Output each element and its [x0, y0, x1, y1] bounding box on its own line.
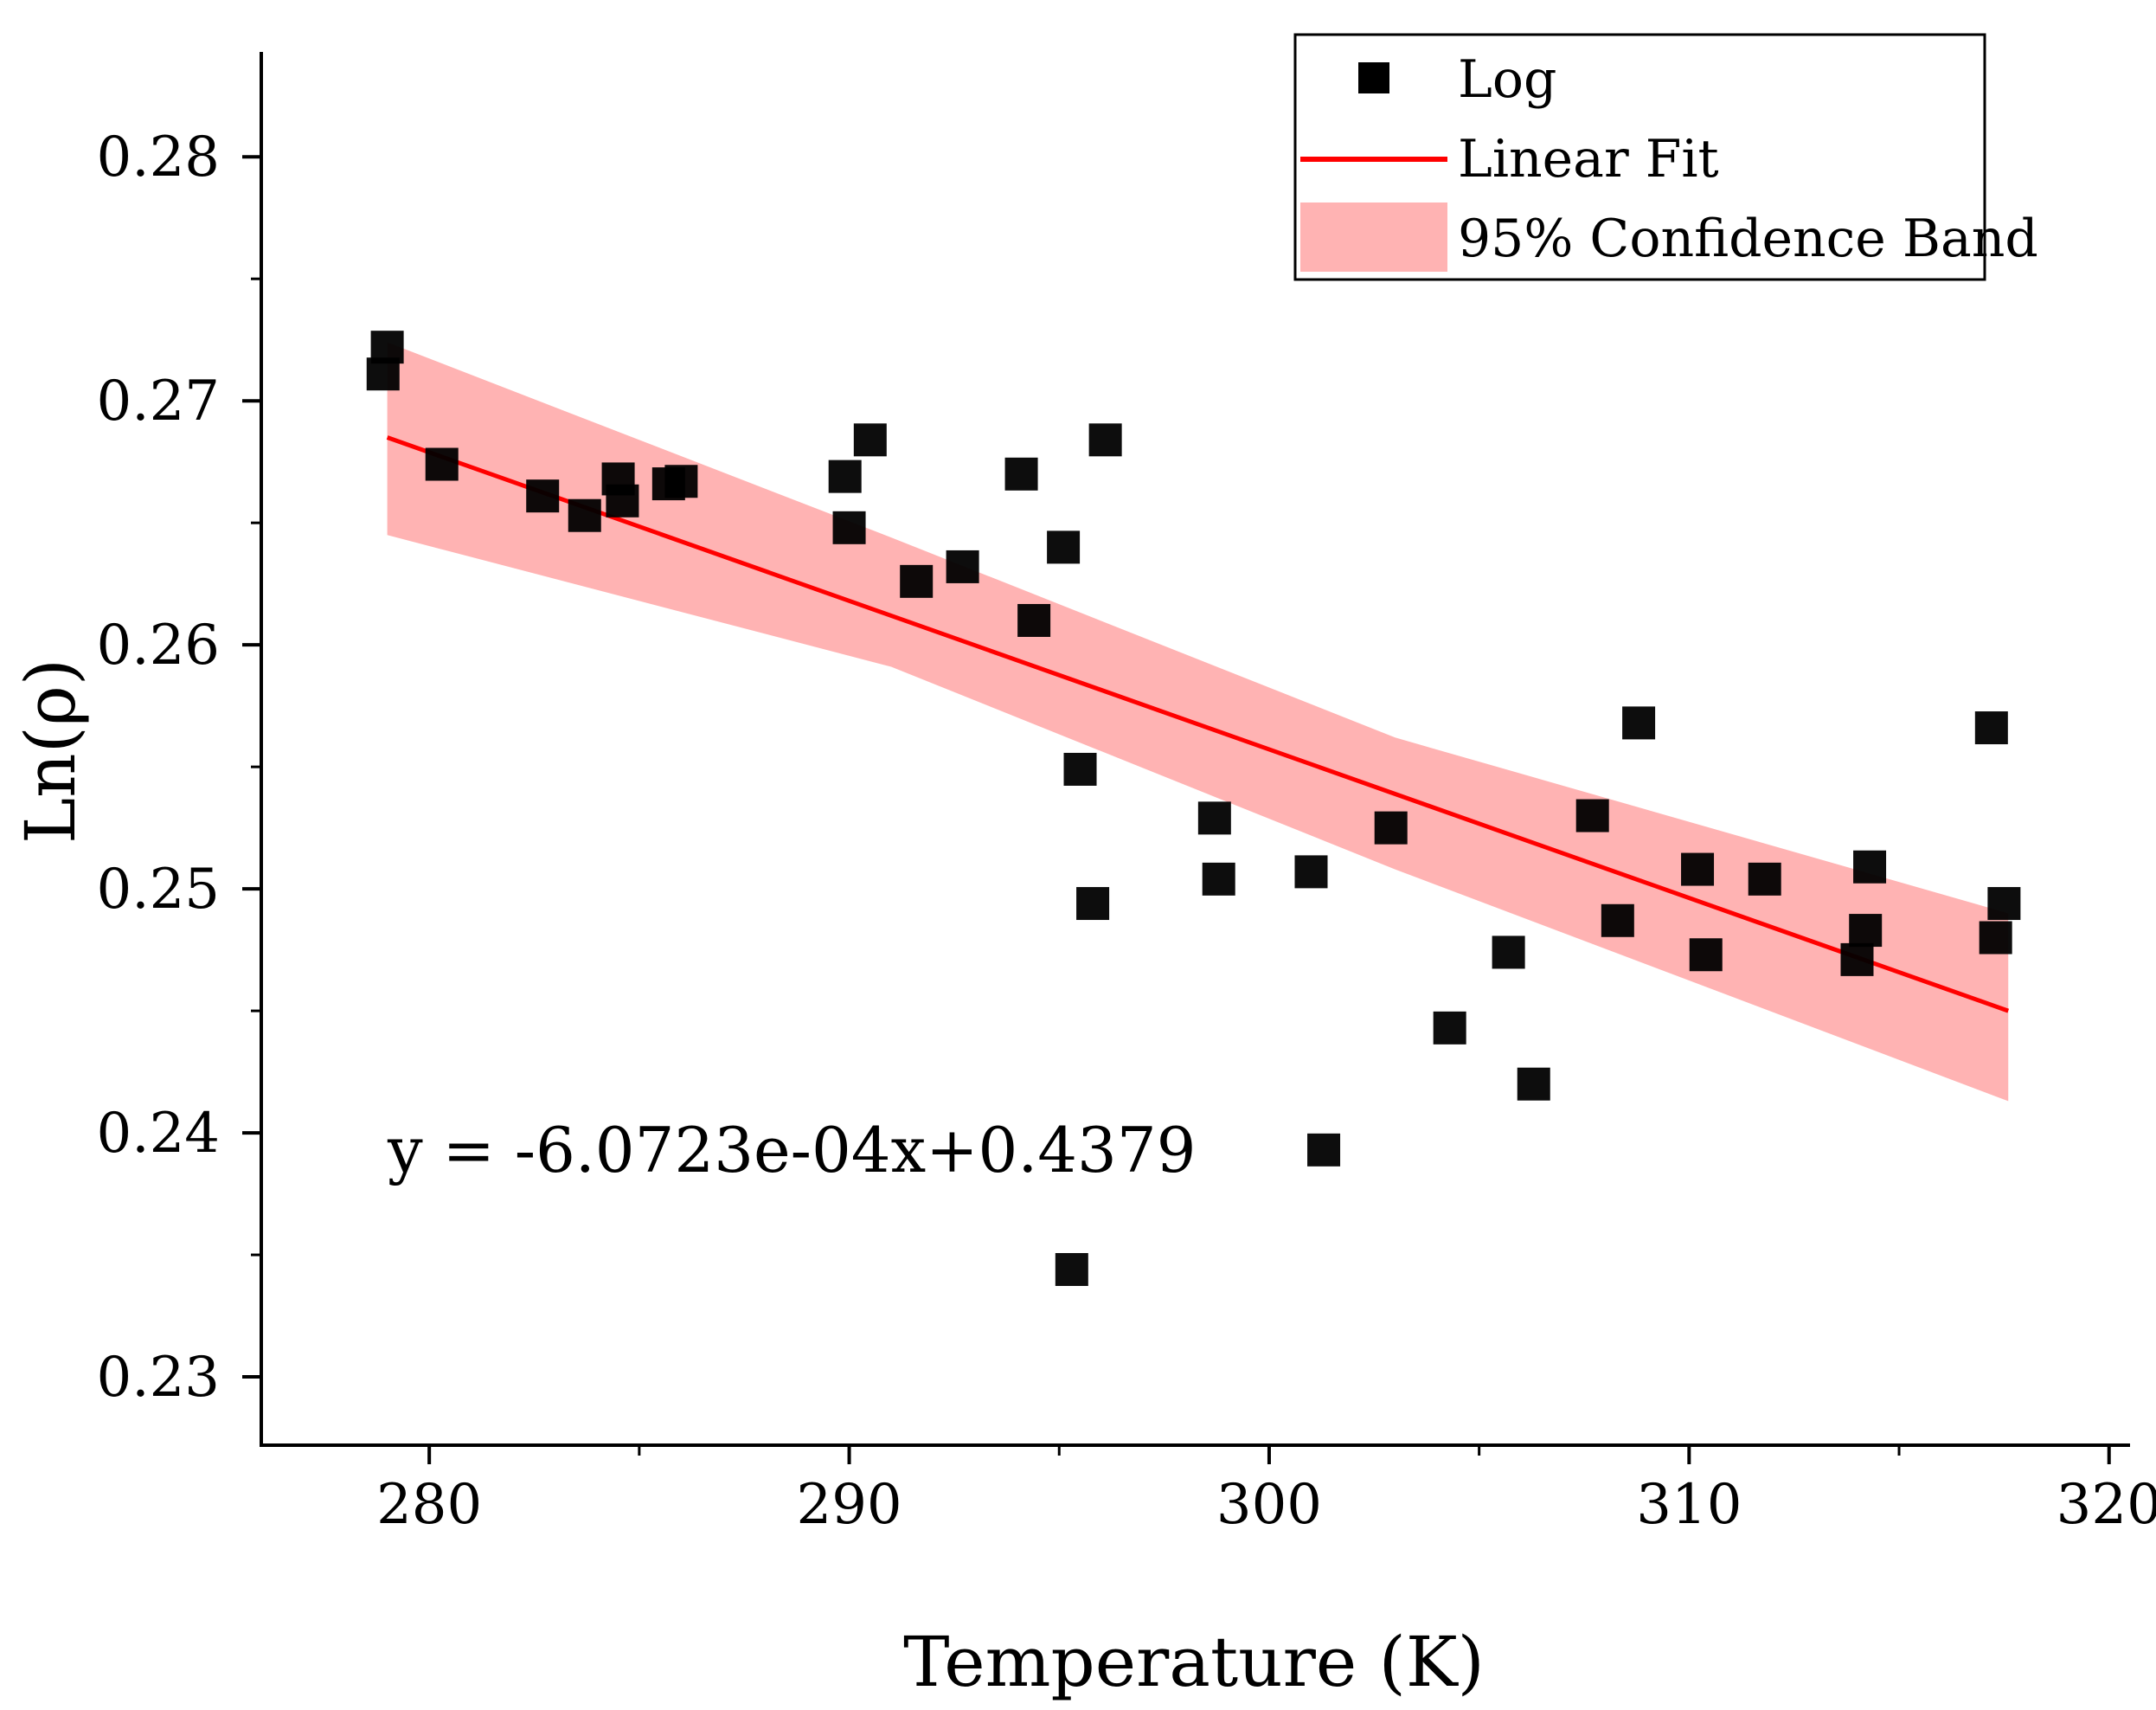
fit-line-layer — [386, 435, 2010, 1013]
data-point — [1601, 903, 1634, 937]
axes — [260, 52, 2130, 1447]
legend-log-marker — [1358, 62, 1389, 93]
data-point — [526, 479, 560, 513]
data-point — [1492, 935, 1525, 969]
legend-fit-label: Linear Fit — [1458, 129, 1719, 190]
confidence-band-layer — [387, 342, 2009, 1102]
data-point — [900, 564, 934, 598]
data-point — [1307, 1133, 1341, 1167]
legend-log-label: Log — [1458, 49, 1556, 110]
data-point — [1840, 942, 1874, 976]
legend-band-label: 95% Confidence Band — [1458, 209, 2038, 269]
data-point — [1622, 706, 1656, 740]
data-point — [828, 460, 862, 493]
x-tick-label: 280 — [376, 1473, 482, 1537]
y-tick-label: 0.27 — [97, 370, 221, 434]
data-point — [1017, 603, 1051, 637]
data-point — [832, 511, 866, 544]
data-point — [1063, 752, 1097, 786]
data-point — [1987, 887, 2021, 921]
y-tick-label: 0.23 — [97, 1346, 221, 1410]
x-tick-label: 300 — [1216, 1473, 1322, 1537]
data-point — [1575, 799, 1609, 832]
data-point — [853, 423, 887, 457]
linear-fit-line — [386, 435, 2010, 1013]
data-point — [1088, 423, 1122, 457]
y-tick-label: 0.25 — [97, 858, 221, 922]
data-point — [366, 357, 400, 391]
y-axis-title: Ln(ρ) — [10, 659, 91, 844]
y-axis-ticks: 0.23 0.24 0.25 0.26 0.27 0.28 — [97, 125, 261, 1410]
data-point — [1979, 921, 2012, 955]
data-point — [425, 447, 459, 481]
data-point — [1047, 530, 1081, 564]
data-point — [1681, 852, 1715, 886]
data-point — [1853, 850, 1887, 884]
data-point — [1433, 1011, 1466, 1045]
y-tick-label: 0.28 — [97, 125, 221, 190]
data-point — [1202, 862, 1235, 896]
data-point — [1849, 914, 1883, 948]
x-axis-ticks: 280 290 300 310 320 — [376, 1445, 2156, 1537]
data-point — [1748, 862, 1781, 896]
data-point — [1517, 1067, 1550, 1101]
confidence-band — [387, 342, 2009, 1102]
y-tick-label: 0.26 — [97, 614, 221, 678]
legend: Log Linear Fit 95% Confidence Band — [1293, 33, 2038, 281]
data-point — [1055, 1252, 1088, 1286]
data-point — [1974, 711, 2008, 745]
data-point — [606, 484, 639, 518]
x-tick-label: 310 — [1636, 1473, 1742, 1537]
data-point — [1294, 855, 1328, 889]
x-axis-title: Temperature (K) — [903, 1622, 1485, 1702]
data-point — [1004, 457, 1038, 491]
data-point — [664, 465, 698, 498]
fit-equation-annotation: y = -6.0723e-04x+0.4379 — [387, 1114, 1196, 1186]
data-point — [1689, 938, 1723, 972]
y-tick-label: 0.24 — [97, 1102, 221, 1166]
data-points-layer — [366, 331, 2021, 1286]
data-point — [1076, 887, 1110, 921]
x-tick-label: 320 — [2057, 1473, 2156, 1537]
data-point — [1374, 811, 1408, 845]
legend-band-swatch — [1300, 202, 1447, 272]
data-point — [568, 498, 601, 532]
data-point — [946, 550, 979, 583]
data-point — [1197, 801, 1231, 835]
x-tick-label: 290 — [796, 1473, 902, 1537]
